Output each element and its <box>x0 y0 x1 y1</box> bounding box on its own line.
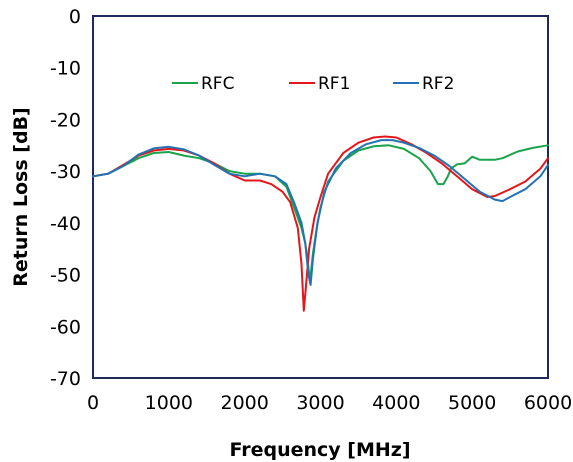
x-axis-title: Frequency [MHz] <box>229 439 410 461</box>
legend-item-rfc: RFC <box>172 74 234 94</box>
legend-item-rf1: RF1 <box>289 74 350 94</box>
legend: RFC RF1 RF2 <box>172 74 454 94</box>
legend-label: RF1 <box>318 74 350 94</box>
series-line-rf1 <box>92 135 549 312</box>
legend-item-rf2: RF2 <box>393 74 454 94</box>
y-tick-label: -10 <box>50 58 81 80</box>
legend-label: RF2 <box>422 74 454 94</box>
series-line-rf2 <box>92 139 549 286</box>
x-tick-label: 1000 <box>145 392 193 414</box>
y-tick-labels: 0 -10 -20 -30 -40 -50 -60 -70 <box>50 6 81 390</box>
x-tick-label: 0 <box>87 392 99 414</box>
y-axis-title: Return Loss [dB] <box>10 107 32 286</box>
x-tick-label: 2000 <box>220 392 268 414</box>
y-tick-label: -40 <box>50 213 81 235</box>
y-tick-label: -50 <box>50 265 81 287</box>
x-tick-label: 3000 <box>296 392 344 414</box>
y-tick-label: 0 <box>69 6 81 28</box>
legend-label: RFC <box>201 74 234 94</box>
plot-area-frame <box>92 15 549 379</box>
x-tick-label: 5000 <box>448 392 496 414</box>
y-tick-label: -20 <box>50 109 81 131</box>
y-tick-label: -30 <box>50 161 81 183</box>
y-tick-label: -70 <box>50 368 81 390</box>
y-tick-label: -60 <box>50 316 81 338</box>
x-tick-label: 6000 <box>524 392 572 414</box>
x-tick-labels: 0 1000 2000 3000 4000 5000 6000 <box>87 392 572 414</box>
series-layer <box>92 135 549 312</box>
x-tick-label: 4000 <box>372 392 420 414</box>
